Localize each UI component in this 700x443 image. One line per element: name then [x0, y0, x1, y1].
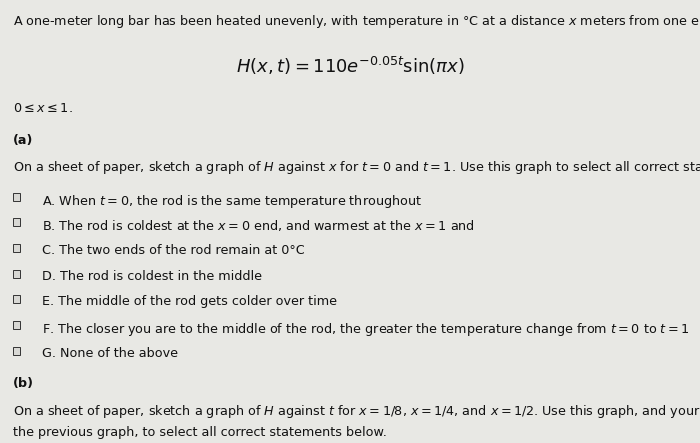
- Text: $H(x, t) = 110e^{-0.05t}\sin(\pi x)$: $H(x, t) = 110e^{-0.05t}\sin(\pi x)$: [236, 55, 464, 78]
- Text: C. The two ends of the rod remain at 0°C: C. The two ends of the rod remain at 0°C: [42, 244, 304, 257]
- Text: (b): (b): [13, 377, 34, 390]
- Text: F. The closer you are to the middle of the rod, the greater the temperature chan: F. The closer you are to the middle of t…: [42, 321, 690, 338]
- Bar: [13, 347, 20, 355]
- Text: the previous graph, to select all correct statements below.: the previous graph, to select all correc…: [13, 426, 386, 439]
- Text: On a sheet of paper, sketch a graph of $H$ against $x$ for $t = 0$ and $t = 1$. : On a sheet of paper, sketch a graph of $…: [13, 159, 700, 176]
- Text: (a): (a): [13, 134, 33, 147]
- Text: B. The rod is coldest at the $x = 0$ end, and warmest at the $x = 1$ and: B. The rod is coldest at the $x = 0$ end…: [42, 218, 475, 233]
- Bar: [13, 270, 20, 278]
- Bar: [13, 218, 20, 226]
- Text: G. None of the above: G. None of the above: [42, 347, 178, 360]
- Bar: [13, 295, 20, 303]
- Text: E. The middle of the rod gets colder over time: E. The middle of the rod gets colder ove…: [42, 295, 337, 308]
- Bar: [13, 193, 20, 201]
- Bar: [13, 244, 20, 252]
- Text: D. The rod is coldest in the middle: D. The rod is coldest in the middle: [42, 270, 262, 283]
- Bar: [13, 321, 20, 329]
- Text: $0 \leq x \leq 1.$: $0 \leq x \leq 1.$: [13, 102, 72, 115]
- Text: A one-meter long bar has been heated unevenly, with temperature in °C at a dista: A one-meter long bar has been heated une…: [13, 13, 700, 30]
- Text: On a sheet of paper, sketch a graph of $H$ against $t$ for $x = 1/8$, $x = 1/4$,: On a sheet of paper, sketch a graph of $…: [13, 403, 700, 420]
- Text: A. When $t = 0$, the rod is the same temperature throughout: A. When $t = 0$, the rod is the same tem…: [42, 193, 422, 210]
